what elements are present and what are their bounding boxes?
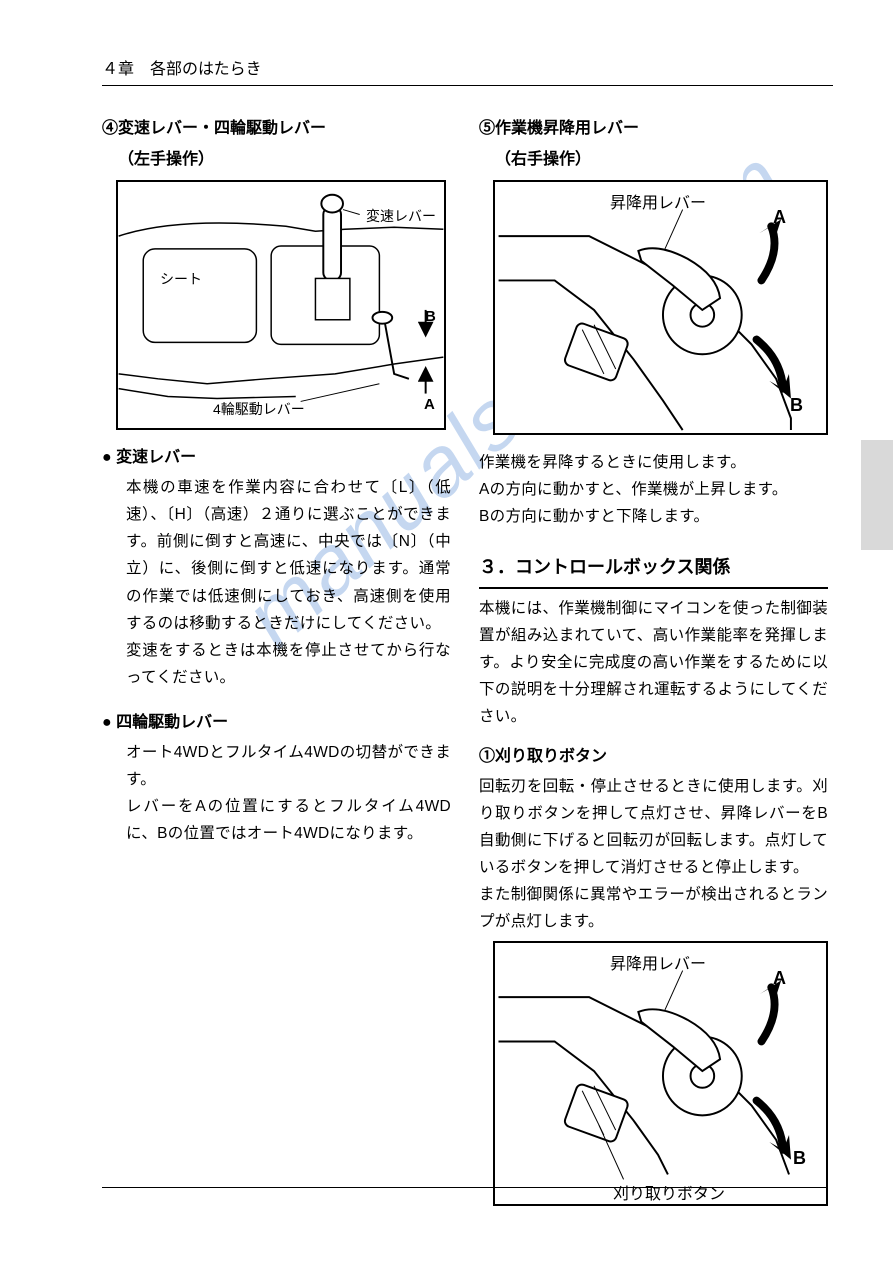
section3-body: 本機には、作業機制御にマイコンを使った制御装置が組み込まれていて、高い作業能率を… (479, 595, 828, 731)
fig1-b-label: B (425, 304, 436, 330)
section3-title: ３．コントロールボックス関係 (479, 552, 828, 589)
figure-cut-button: 昇降用レバー A B 刈り取りボタン (493, 941, 828, 1206)
fig1-seat-label: シート (160, 267, 202, 292)
fig3-a-label: A (773, 963, 786, 995)
shift-lever-body: 本機の車速を作業内容に合わせて〔L〕（低速）、〔H〕（高速）２通りに選ぶことがで… (126, 474, 451, 691)
fig2-b-label: B (790, 390, 803, 422)
footer-separator (102, 1187, 828, 1188)
content-area: ④変速レバー・四輪駆動レバー （左手操作） (102, 115, 828, 1183)
4wd-lever-heading: ● 四輪駆動レバー (102, 709, 451, 737)
shift-lever-heading: ● 変速レバー (102, 444, 451, 472)
right-column: ⑤作業機昇降用レバー （右手操作） 昇降用レバー A B 作業 (479, 115, 828, 1183)
figure-lift-lever: 昇降用レバー A B (493, 180, 828, 435)
fig1-4wd-label: 4輪駆動レバー (213, 397, 305, 422)
figure-shift-lever: シート 変速レバー 4輪駆動レバー B A (116, 180, 446, 430)
left-column: ④変速レバー・四輪駆動レバー （左手操作） (102, 115, 451, 1183)
chapter-header: ４章 各部のはたらき (102, 55, 833, 86)
section4-title: ④変速レバー・四輪駆動レバー (102, 115, 451, 143)
fig2-lever-label: 昇降用レバー (610, 190, 706, 218)
fig2-a-label: A (773, 202, 786, 234)
fig3-b-label: B (793, 1143, 806, 1175)
4wd-lever-body: オート4WDとフルタイム4WDの切替ができます。 レバーをAの位置にするとフルタ… (126, 739, 451, 848)
page-tab (861, 440, 893, 550)
fig1-a-label: A (424, 392, 435, 418)
fig3-button-label: 刈り取りボタン (613, 1181, 725, 1209)
section5-title: ⑤作業機昇降用レバー (479, 115, 828, 143)
fig1-shift-label: 変速レバー (366, 204, 436, 229)
cut-button-heading: ①刈り取りボタン (479, 743, 828, 771)
fig3-lever-label: 昇降用レバー (610, 951, 706, 979)
section4-subtitle: （左手操作） (118, 146, 451, 174)
section5-subtitle: （右手操作） (495, 146, 828, 174)
cut-button-body: 回転刃を回転・停止させるときに使用します。刈り取りボタンを押して点灯させ、昇降レ… (479, 773, 828, 936)
section5-body: 作業機を昇降するときに使用します。 Aの方向に動かすと、作業機が上昇します。 B… (479, 449, 828, 530)
